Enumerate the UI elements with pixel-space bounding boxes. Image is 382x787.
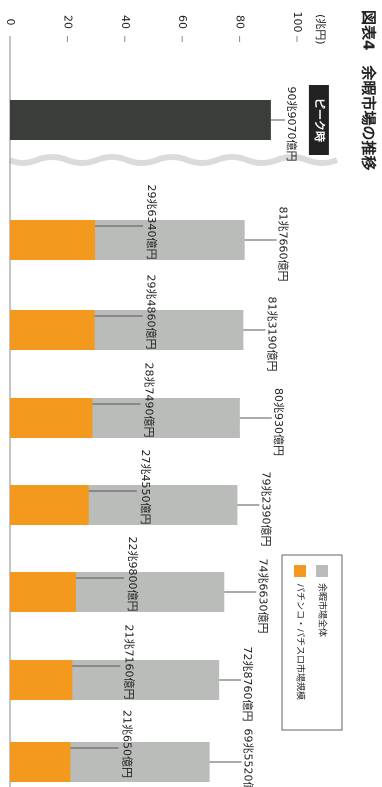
- bar: [10, 310, 95, 350]
- value-label: 69兆5520億円: [242, 729, 255, 787]
- y-tick-label: 0: [4, 19, 17, 26]
- y-tick-label: 20: [61, 15, 74, 29]
- legend-swatch: [316, 565, 328, 577]
- value-label: 79兆2390億円: [259, 472, 272, 547]
- legend-label: パチンコ・パチスロ市場規模: [295, 583, 307, 700]
- bar: [10, 660, 73, 700]
- value-label: 81兆3190億円: [265, 297, 278, 372]
- value-label: 29兆6340億円: [145, 185, 158, 260]
- value-label: 80兆930億円: [272, 388, 285, 456]
- axis-unit: (兆円): [314, 14, 327, 45]
- value-label: 22兆9800億円: [126, 537, 139, 612]
- chart-body: 図表4 余暇市場の推移 (兆円) 0 20 40 60 80 100 90兆9070億円 81…: [4, 10, 378, 787]
- y-tick-label: 60: [176, 15, 189, 29]
- value-label: 90兆9070億円: [285, 87, 298, 162]
- y-tick-label: 40: [119, 15, 132, 29]
- value-label: 21兆650億円: [120, 710, 133, 778]
- annotation: ピーク時: [313, 98, 327, 142]
- legend-box: [281, 554, 343, 731]
- value-label: 29兆4860億円: [145, 275, 158, 350]
- legend-swatch: [294, 565, 306, 577]
- bar: [9, 742, 71, 782]
- bar: [9, 485, 89, 525]
- bar: [10, 100, 271, 140]
- bar: [10, 398, 93, 438]
- value-label: 21兆7160億円: [122, 625, 135, 700]
- bar: [10, 572, 76, 612]
- value-label: 72兆8760億円: [241, 647, 254, 722]
- y-tick-label: 100: [291, 12, 304, 33]
- axis-break: [8, 154, 339, 166]
- value-label: 27兆4550億円: [139, 450, 152, 525]
- bar: [10, 220, 96, 260]
- value-label: 74兆6630億円: [256, 559, 269, 634]
- value-label: 81兆7660億円: [277, 207, 290, 282]
- y-tick-label: 80: [234, 15, 247, 29]
- annotation-box: [308, 85, 329, 155]
- legend-label: 余暇市場全体: [317, 583, 329, 637]
- value-label: 28兆7490億円: [143, 363, 156, 438]
- chart-title: 図表4 余暇市場の推移: [360, 10, 378, 170]
